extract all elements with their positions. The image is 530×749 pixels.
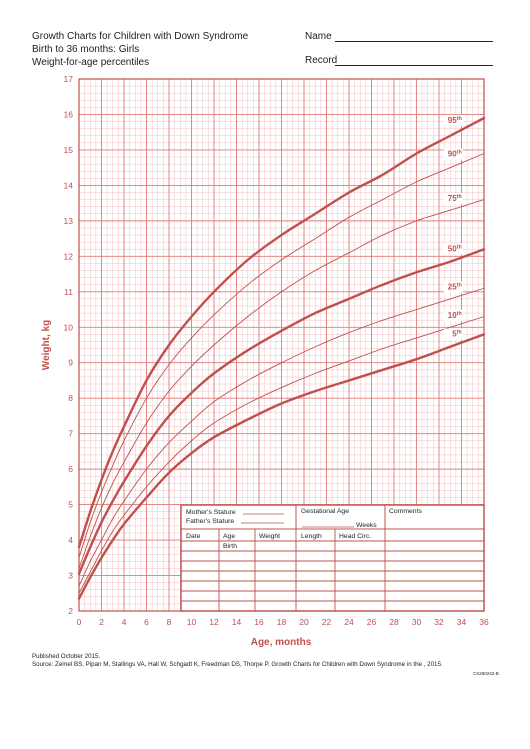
y-tick-label: 8: [68, 393, 73, 403]
y-tick-label: 11: [64, 287, 73, 297]
published-note: Published October 2015.: [32, 653, 101, 660]
record-line: [335, 65, 493, 66]
x-tick-label: 30: [412, 617, 422, 627]
x-tick-label: 16: [254, 617, 264, 627]
x-tick-label: 6: [144, 617, 149, 627]
x-tick-label: 14: [232, 617, 242, 627]
y-tick-label: 5: [68, 500, 73, 510]
series-line-5th: [77, 333, 486, 600]
y-tick-label: 12: [64, 251, 74, 261]
record-form: Mother's Stature Father's Stature Gestat…: [180, 504, 485, 612]
series-label-95th: 95th: [448, 116, 463, 125]
y-tick-label: 7: [68, 429, 73, 439]
y-tick-label: 16: [64, 109, 74, 119]
y-tick-label: 14: [64, 180, 74, 190]
chart-subtitle: Birth to 36 months: Girls: [32, 44, 140, 55]
y-axis-label: Weight, kg: [41, 320, 52, 370]
series-line-25th: [78, 287, 485, 587]
series-label-bg: [443, 328, 463, 340]
comments-label: Comments: [389, 508, 422, 515]
percentile-curves: [77, 116, 486, 600]
x-tick-label: 28: [389, 617, 399, 627]
document-code: CS260242-B: [473, 671, 499, 676]
percentile-labels: 95th 90th 75th 50th 25th 10th 5th: [443, 114, 463, 340]
series-line-75th: [78, 199, 485, 569]
x-tick-label: 22: [322, 617, 332, 627]
form-rows: [181, 528, 484, 612]
x-tick-label: 2: [99, 617, 104, 627]
series-label-90th: 90th: [448, 150, 463, 159]
x-tick-label: 4: [122, 617, 127, 627]
series-label-10th: 10th: [448, 311, 463, 320]
fathers-stature-label: Father's Stature: [186, 518, 234, 525]
source-note: Source: Zemel BS, Pipan M, Stallings VA,…: [32, 661, 443, 668]
series-label-bg: [443, 309, 463, 321]
x-tick-label: 26: [367, 617, 377, 627]
series-line-95th: [77, 116, 486, 549]
series-label-25th: 25th: [448, 283, 463, 292]
row-birth-age: Birth: [223, 543, 237, 550]
col-length: Length: [301, 533, 322, 540]
col-age: Age: [223, 533, 235, 540]
y-tick-label: 17: [64, 74, 74, 84]
record-label: Record: [305, 55, 338, 66]
x-tick-label: 0: [77, 617, 82, 627]
y-tick-label: 3: [68, 571, 73, 581]
x-tick-label: 10: [187, 617, 197, 627]
x-tick-label: 20: [299, 617, 309, 627]
chart-subtitle-2: Weight-for-age percentiles: [32, 57, 150, 68]
series-label-bg: [443, 243, 463, 255]
y-tick-label: 2: [68, 606, 73, 616]
series-label-bg: [443, 148, 463, 160]
x-tick-label: 34: [457, 617, 467, 627]
x-tick-label: 8: [167, 617, 172, 627]
gestational-age-label: Gestational Age: [301, 508, 349, 515]
series-line-50th: [77, 248, 486, 575]
name-line: [335, 41, 493, 42]
x-tick-label: 32: [434, 617, 444, 627]
record-field[interactable]: Record: [305, 55, 493, 66]
mothers-stature-label: Mother's Stature: [186, 509, 236, 516]
chart-title: Growth Charts for Children with Down Syn…: [32, 31, 249, 42]
y-tick-label: 9: [68, 358, 73, 368]
name-label: Name: [305, 31, 332, 42]
y-tick-label: 6: [68, 464, 73, 474]
x-tick-label: 36: [479, 617, 489, 627]
y-tick-label: 10: [64, 322, 74, 332]
series-line-90th: [78, 153, 485, 559]
series-line-10th: [78, 316, 485, 594]
y-tick-label: 13: [64, 216, 74, 226]
col-date: Date: [186, 533, 201, 540]
series-label-50th: 50th: [448, 244, 463, 253]
y-tick-label: 4: [68, 535, 73, 545]
weeks-label: Weeks: [356, 522, 377, 529]
series-label-bg: [443, 281, 463, 293]
x-axis-label: Age, months: [251, 637, 312, 648]
series-label-5th: 5th: [452, 330, 462, 339]
y-tick-label: 15: [64, 145, 74, 155]
col-head-circ: Head Circ.: [339, 533, 371, 540]
axis-ticks: 0 2 4 6 8 10 12 14 16 18 20 22 24 26 28 30 32 34 362345678…: [64, 74, 489, 627]
x-tick-label: 24: [344, 617, 354, 627]
col-weight: Weight: [259, 533, 280, 540]
x-tick-label: 18: [277, 617, 287, 627]
series-label-75th: 75th: [448, 194, 463, 203]
series-label-bg: [443, 192, 463, 204]
x-tick-label: 12: [209, 617, 219, 627]
name-field[interactable]: Name: [305, 31, 493, 42]
series-label-bg: [443, 114, 463, 126]
